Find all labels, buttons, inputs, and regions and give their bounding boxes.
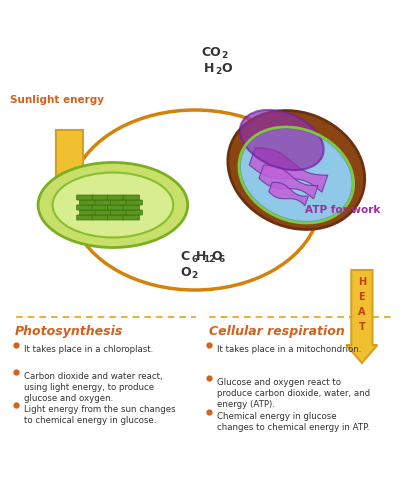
Text: 12: 12 xyxy=(202,256,215,264)
Text: CO: CO xyxy=(201,46,221,60)
Ellipse shape xyxy=(52,172,173,238)
FancyBboxPatch shape xyxy=(92,205,108,210)
Text: Chemical energy in glucose: Chemical energy in glucose xyxy=(217,412,336,421)
Text: energy (ATP).: energy (ATP). xyxy=(217,400,274,409)
FancyArrow shape xyxy=(345,270,376,363)
FancyBboxPatch shape xyxy=(92,215,108,220)
Text: glucose and oxygen.: glucose and oxygen. xyxy=(24,394,113,403)
Text: H: H xyxy=(195,250,206,264)
FancyBboxPatch shape xyxy=(95,210,111,215)
Text: 6: 6 xyxy=(217,256,224,264)
FancyBboxPatch shape xyxy=(123,215,139,220)
Text: T: T xyxy=(358,322,364,332)
FancyBboxPatch shape xyxy=(95,200,111,205)
Ellipse shape xyxy=(227,110,364,230)
Text: using light energy, to produce: using light energy, to produce xyxy=(24,383,154,392)
Text: Carbon dioxide and water react,: Carbon dioxide and water react, xyxy=(24,372,162,381)
FancyBboxPatch shape xyxy=(79,200,96,205)
PathPatch shape xyxy=(249,148,327,192)
Text: 2: 2 xyxy=(220,52,227,60)
FancyBboxPatch shape xyxy=(126,210,142,215)
Text: produce carbon dioxide, water, and: produce carbon dioxide, water, and xyxy=(217,389,369,398)
Text: O: O xyxy=(179,266,190,278)
Text: It takes place in a chloroplast.: It takes place in a chloroplast. xyxy=(24,345,153,354)
FancyBboxPatch shape xyxy=(77,195,93,200)
Text: to chemical energy in glucose.: to chemical energy in glucose. xyxy=(24,416,156,425)
Text: Light energy from the sun changes: Light energy from the sun changes xyxy=(24,405,175,414)
Text: E: E xyxy=(358,292,364,302)
Ellipse shape xyxy=(38,162,187,248)
Text: Sunlight energy: Sunlight energy xyxy=(10,95,104,105)
FancyBboxPatch shape xyxy=(107,215,124,220)
Ellipse shape xyxy=(239,128,352,222)
PathPatch shape xyxy=(258,165,317,199)
Text: Photosynthesis: Photosynthesis xyxy=(15,325,122,338)
Text: ATP for work: ATP for work xyxy=(304,205,379,215)
FancyBboxPatch shape xyxy=(107,205,124,210)
Text: 2: 2 xyxy=(215,66,221,76)
FancyBboxPatch shape xyxy=(123,205,139,210)
Text: C: C xyxy=(180,250,190,264)
FancyBboxPatch shape xyxy=(107,195,124,200)
Text: changes to chemical energy in ATP.: changes to chemical energy in ATP. xyxy=(217,423,369,432)
Text: 6: 6 xyxy=(191,256,197,264)
Text: H: H xyxy=(204,62,214,74)
Text: O: O xyxy=(211,250,222,264)
FancyArrow shape xyxy=(50,130,89,225)
FancyBboxPatch shape xyxy=(92,195,108,200)
Ellipse shape xyxy=(239,110,323,170)
Text: A: A xyxy=(357,307,365,317)
FancyBboxPatch shape xyxy=(110,200,126,205)
FancyBboxPatch shape xyxy=(79,210,96,215)
Text: O: O xyxy=(220,62,231,74)
Text: H: H xyxy=(357,277,365,287)
Text: Cellular respiration: Cellular respiration xyxy=(209,325,344,338)
FancyBboxPatch shape xyxy=(110,210,126,215)
FancyBboxPatch shape xyxy=(126,200,142,205)
Text: Glucose and oxygen react to: Glucose and oxygen react to xyxy=(217,378,340,387)
PathPatch shape xyxy=(268,182,307,206)
Text: It takes place in a mitochondrion.: It takes place in a mitochondrion. xyxy=(217,345,360,354)
FancyBboxPatch shape xyxy=(123,195,139,200)
FancyBboxPatch shape xyxy=(77,205,93,210)
FancyBboxPatch shape xyxy=(77,215,93,220)
Text: 2: 2 xyxy=(191,270,197,280)
